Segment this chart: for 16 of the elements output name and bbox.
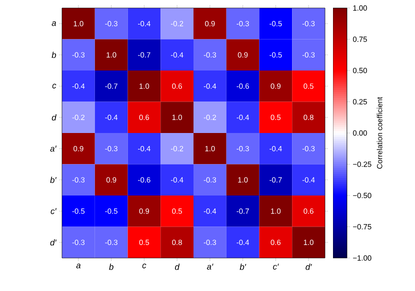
y-tick-label: b′ <box>50 176 57 183</box>
y-tick-label: c <box>52 84 56 88</box>
y-tick-label: b <box>52 52 56 58</box>
y-tick-label: d <box>52 114 57 120</box>
y-tick-label: a′ <box>50 146 57 152</box>
y-tick-label: d′ <box>50 239 57 246</box>
x-tick-label: b <box>109 264 114 270</box>
x-tick-label: c′ <box>273 264 279 270</box>
y-tick-label: a <box>52 21 56 26</box>
x-tick-label: d <box>174 264 180 270</box>
x-tick-label: b′ <box>240 264 246 270</box>
x-tick-label: a <box>76 264 81 268</box>
y-tick-label: c′ <box>50 208 57 214</box>
x-tick-label: c <box>142 264 146 268</box>
x-tick-label: a′ <box>206 264 214 270</box>
x-tick-label: d′ <box>306 264 312 270</box>
